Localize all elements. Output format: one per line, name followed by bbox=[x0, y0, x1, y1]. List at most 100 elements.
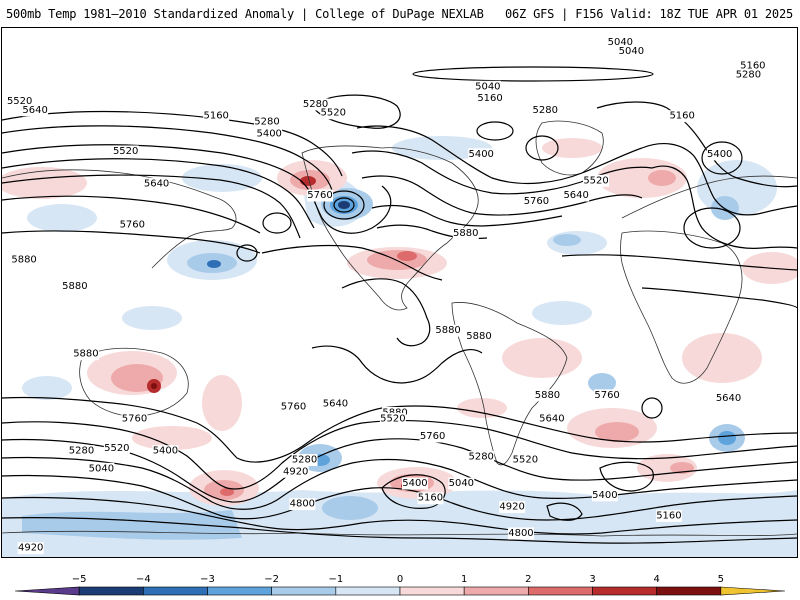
svg-text:5040: 5040 bbox=[475, 81, 500, 92]
contour-label: 5520 bbox=[320, 107, 347, 120]
svg-text:5400: 5400 bbox=[468, 149, 493, 160]
svg-text:5280: 5280 bbox=[303, 99, 328, 110]
svg-text:5760: 5760 bbox=[281, 402, 306, 413]
temperature-anomaly-shading bbox=[2, 136, 797, 557]
colorbar-swatch bbox=[78, 586, 144, 596]
svg-text:5160: 5160 bbox=[669, 111, 694, 122]
svg-text:5760: 5760 bbox=[307, 190, 332, 201]
colorbar-swatch bbox=[14, 586, 80, 596]
contour-label: 5400 bbox=[401, 477, 428, 490]
svg-text:5160: 5160 bbox=[656, 510, 681, 521]
contour-labels: 5040504051605280504051605280552056405160… bbox=[6, 36, 766, 555]
contour-label: 5160 bbox=[739, 60, 766, 73]
svg-text:5640: 5640 bbox=[563, 190, 588, 201]
colorbar-swatches bbox=[14, 586, 786, 596]
model-run-label: 06Z GFS | F156 Valid: 18Z TUE APR 01 202… bbox=[504, 7, 793, 21]
colorbar-swatch bbox=[656, 586, 722, 596]
svg-text:5520: 5520 bbox=[380, 413, 405, 424]
svg-text:5280: 5280 bbox=[292, 455, 317, 466]
contour-label: 5160 bbox=[669, 110, 696, 123]
svg-text:5760: 5760 bbox=[120, 219, 145, 230]
contour-label: 5880 bbox=[466, 330, 492, 343]
svg-text:5400: 5400 bbox=[256, 128, 281, 139]
svg-text:5280: 5280 bbox=[468, 452, 493, 463]
colorbar-swatch bbox=[528, 586, 593, 596]
colorbar-swatch bbox=[720, 586, 786, 596]
svg-text:5880: 5880 bbox=[535, 390, 560, 401]
svg-text:5760: 5760 bbox=[594, 390, 619, 401]
contour-label: 5160 bbox=[655, 509, 682, 522]
contour-label: 5880 bbox=[534, 389, 561, 402]
contour-label: 5280 bbox=[532, 104, 559, 117]
colorbar-swatch bbox=[271, 586, 337, 596]
svg-text:5040: 5040 bbox=[619, 46, 644, 57]
colorbar-tick-label: −3 bbox=[200, 574, 215, 585]
contour-label: 4920 bbox=[499, 501, 526, 514]
anomaly-colorbar: −5 −4 −3 −2 −1 0 1 2 3 4 5 bbox=[14, 574, 786, 596]
contour-label: 5040 bbox=[88, 462, 115, 475]
colorbar-swatch bbox=[335, 586, 401, 596]
contour-label: 5160 bbox=[203, 110, 230, 123]
contour-label: 5280 bbox=[735, 69, 762, 82]
colorbar-tick-label: 4 bbox=[653, 574, 659, 585]
contour-label: 5520 bbox=[583, 174, 610, 187]
contour-label: 5160 bbox=[477, 92, 504, 105]
contour-label: 5040 bbox=[474, 80, 501, 93]
contour-label: 5400 bbox=[256, 127, 283, 140]
contour-label: 5760 bbox=[594, 389, 621, 402]
contour-label: 5640 bbox=[563, 189, 590, 202]
contour-label: 5640 bbox=[538, 412, 565, 425]
svg-text:5040: 5040 bbox=[608, 37, 633, 48]
svg-text:5520: 5520 bbox=[321, 108, 346, 119]
svg-text:5400: 5400 bbox=[402, 478, 427, 489]
svg-text:5520: 5520 bbox=[583, 175, 608, 186]
svg-text:5160: 5160 bbox=[477, 93, 502, 104]
svg-text:5880: 5880 bbox=[453, 228, 478, 239]
svg-text:4800: 4800 bbox=[508, 528, 533, 539]
contour-label: 5400 bbox=[468, 148, 495, 161]
contour-label: 5760 bbox=[523, 195, 550, 208]
svg-text:5520: 5520 bbox=[513, 455, 538, 466]
contour-label: 5280 bbox=[291, 454, 318, 467]
svg-text:5880: 5880 bbox=[62, 281, 87, 292]
colorbar-tick-labels: −5 −4 −3 −2 −1 0 1 2 3 4 5 bbox=[72, 574, 724, 585]
svg-text:5400: 5400 bbox=[707, 149, 732, 160]
contour-label: 5160 bbox=[417, 492, 444, 505]
svg-text:5280: 5280 bbox=[533, 105, 558, 116]
svg-text:4800: 4800 bbox=[290, 499, 315, 510]
svg-text:5520: 5520 bbox=[113, 146, 138, 157]
colorbar-tick-label: −5 bbox=[72, 574, 87, 585]
svg-text:5040: 5040 bbox=[449, 478, 474, 489]
contour-label: 5640 bbox=[715, 392, 742, 405]
svg-text:5280: 5280 bbox=[736, 70, 761, 81]
colorbar-tick-label: 5 bbox=[718, 574, 724, 585]
map-title: 500mb Temp 1981–2010 Standardized Anomal… bbox=[6, 7, 484, 21]
svg-text:4920: 4920 bbox=[283, 466, 308, 477]
contour-label: 5880 bbox=[452, 227, 479, 240]
svg-text:5760: 5760 bbox=[420, 431, 445, 442]
contour-label: 5400 bbox=[706, 148, 733, 161]
contour-label: 5760 bbox=[119, 218, 146, 231]
svg-text:5760: 5760 bbox=[524, 196, 549, 207]
svg-text:5280: 5280 bbox=[254, 117, 279, 128]
svg-text:5880: 5880 bbox=[466, 331, 491, 342]
contour-label: 5520 bbox=[103, 442, 130, 455]
contour-label: 5400 bbox=[152, 445, 179, 458]
svg-text:5400: 5400 bbox=[153, 446, 178, 457]
svg-text:5640: 5640 bbox=[539, 413, 564, 424]
contour-label: 5280 bbox=[68, 445, 95, 458]
colorbar-tick-label: −2 bbox=[264, 574, 279, 585]
svg-text:5040: 5040 bbox=[89, 463, 114, 474]
colorbar-tick-label: −1 bbox=[328, 574, 343, 585]
colorbar-swatch bbox=[143, 586, 208, 596]
contour-label: 5760 bbox=[280, 401, 307, 414]
colorbar-swatch bbox=[207, 586, 272, 596]
contour-label: 5400 bbox=[591, 489, 618, 502]
height-contours bbox=[2, 66, 797, 544]
colorbar-tick-label: 1 bbox=[461, 574, 467, 585]
contour-label: 5040 bbox=[618, 45, 645, 58]
svg-text:5640: 5640 bbox=[22, 105, 47, 116]
contour-label: 4920 bbox=[282, 465, 309, 478]
contour-label: 5640 bbox=[143, 177, 170, 190]
